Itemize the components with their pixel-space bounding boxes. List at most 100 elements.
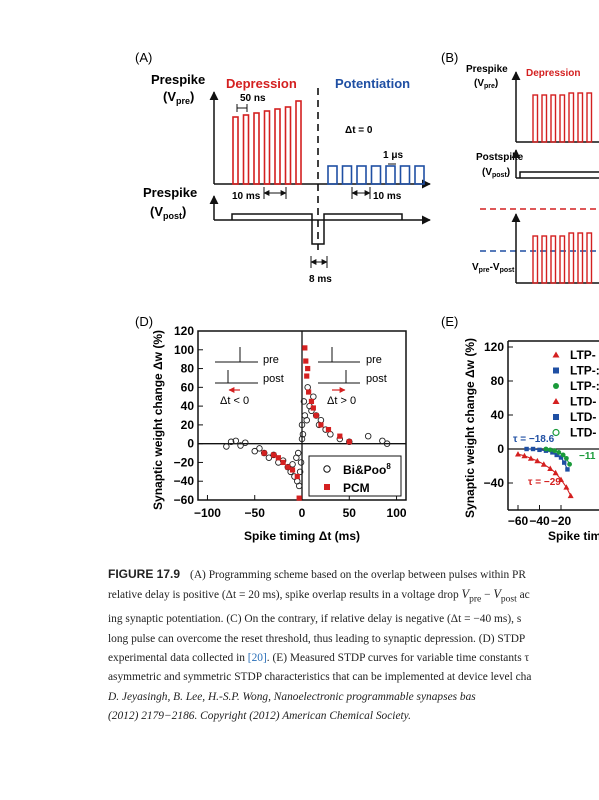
- panel-e-ytick-label: −40: [484, 476, 505, 490]
- legend-open-circle-marker: [323, 465, 331, 473]
- pcm-point: [310, 405, 316, 411]
- caption-text-5a: experimental data collected in: [108, 651, 248, 664]
- depression-pulse: [232, 116, 239, 185]
- caption-text-1: (A) Programming scheme based on the over…: [190, 569, 526, 581]
- bipoo-point: [297, 459, 305, 466]
- panel-e-legend-square: [553, 414, 559, 420]
- figure-caption: FIGURE 17.9 (A) Programming scheme based …: [108, 565, 599, 727]
- panel-b-difference-pulse: [550, 235, 557, 284]
- panel-d-data-points: [223, 345, 391, 501]
- caption-line-2: relative delay is positive (Δt = 20 ms),…: [108, 585, 599, 610]
- panel-e-legend: LTP-LTP-:LTP-:LTD-LTD-LTD-: [552, 348, 599, 440]
- pcm-point: [289, 467, 296, 473]
- panel-b-vpost-label: (Vpost): [482, 167, 510, 179]
- panel-e-ytick-label: 0: [497, 442, 504, 456]
- bipoo-point: [327, 431, 334, 438]
- panel-b-postspike-waveform: [519, 171, 599, 178]
- bipoo-point: [237, 442, 244, 449]
- panel-e-square-point: [550, 450, 555, 455]
- panel-e-xtick-label: −40: [529, 514, 550, 528]
- label-1us: 1 μs: [383, 150, 403, 161]
- panel-b-vpre-label: (Vpre): [474, 78, 498, 90]
- panel-e-triangle-point: [534, 457, 541, 464]
- panel-e-xlabel: Spike tim: [548, 529, 599, 543]
- panel-a-vpost-label: (Vpost): [150, 204, 186, 221]
- bipoo-point: [298, 421, 306, 429]
- bipoo-point: [294, 449, 302, 457]
- panel-d-ytick-label: 40: [181, 399, 195, 413]
- panel-d-label: (D): [135, 314, 153, 329]
- panel-e-legend-label: LTP-:: [570, 364, 599, 378]
- panel-b-label: (B): [441, 50, 458, 65]
- panel-e-circle-point: [567, 461, 572, 467]
- pcm-point: [346, 439, 352, 445]
- panel-d-xtick-label: 50: [343, 506, 357, 520]
- label-8ms: 8 ms: [309, 274, 332, 285]
- bipoo-point: [265, 454, 273, 462]
- panel-b: (B) Prespike (Vpre) Depression Postspike…: [441, 50, 599, 284]
- panel-e-data-points: [515, 446, 574, 499]
- pcm-point: [308, 398, 315, 405]
- panel-b-difference-pulse: [532, 235, 539, 284]
- depression-pulse: [295, 100, 302, 185]
- panel-e-triangle-point: [540, 461, 547, 467]
- bipoo-point: [304, 384, 311, 391]
- bipoo-point: [251, 447, 258, 455]
- panel-a-prespike-title: Prespike: [151, 72, 205, 87]
- inset-pre-left-label: pre: [263, 354, 279, 366]
- panel-e-triangle-point: [558, 476, 564, 482]
- potentiation-pulse: [356, 165, 367, 185]
- panel-d-xtick-label: −50: [245, 506, 266, 520]
- figure-17-9: (A) Prespike (Vpre) Depression Potentiat…: [135, 50, 599, 543]
- caption-reference-link[interactable]: [20]: [247, 651, 267, 664]
- pcm-point: [313, 412, 319, 419]
- panel-e-legend-label: LTP-: [570, 348, 596, 362]
- caption-line-1: FIGURE 17.9 (A) Programming scheme based …: [108, 565, 599, 585]
- panel-e-ylabel: Synaptic weight change Δw (%): [463, 338, 477, 518]
- panel-e-square-point: [562, 460, 567, 465]
- panel-e-legend-triangle: [552, 398, 560, 404]
- pcm-point: [261, 450, 267, 456]
- panel-b-pulse: [559, 94, 566, 143]
- panel-e-triangle-point: [552, 469, 559, 476]
- potentiation-pulse: [341, 165, 353, 185]
- bipoo-point: [232, 437, 240, 445]
- bipoo-point: [223, 443, 230, 450]
- panel-e-legend-label: LTD-: [570, 426, 596, 440]
- pcm-point: [305, 365, 311, 372]
- caption-text-2f: V: [493, 587, 501, 602]
- panel-e-triangle-point: [563, 484, 570, 490]
- bipoo-point: [298, 435, 306, 443]
- bipoo-point: [346, 438, 353, 446]
- bipoo-point: [256, 445, 263, 452]
- bipoo-point: [383, 440, 391, 447]
- panel-a: (A) Prespike (Vpre) Depression Potentiat…: [135, 50, 431, 285]
- bipoo-point: [270, 451, 277, 459]
- panel-e-tau-green: −11: [579, 451, 596, 462]
- bipoo-point: [289, 461, 296, 468]
- panel-d-ytick-label: 60: [181, 380, 195, 394]
- panel-e-triangle-point: [521, 452, 528, 459]
- pcm-point: [318, 422, 324, 428]
- panel-b-difference-pulse: [559, 235, 566, 284]
- caption-line-5: experimental data collected in [20]. (E)…: [108, 649, 599, 668]
- panel-a-label: (A): [135, 50, 152, 65]
- legend-bipoo-label: Bi&Poo8: [343, 462, 391, 477]
- panel-e-circle-point: [543, 446, 549, 452]
- caption-text-2g: post: [500, 594, 517, 605]
- pcm-point: [294, 473, 300, 480]
- caption-text-2a: relative delay is positive (: [108, 589, 226, 602]
- panel-e-circle-point: [552, 448, 557, 454]
- depression-pulse: [263, 110, 271, 185]
- pcm-point: [306, 389, 312, 395]
- caption-line-4: long pulse can overcome the reset thresh…: [108, 632, 526, 645]
- legend-pcm-label: PCM: [343, 481, 370, 495]
- panel-e-square-point: [524, 446, 529, 452]
- caption-line-6: asymmetric and symmetric STDP characteri…: [108, 671, 532, 684]
- bipoo-point: [303, 416, 310, 424]
- panel-e-square-point: [554, 452, 559, 458]
- caption-text-2d: pre: [469, 594, 482, 605]
- panel-b-pulse: [568, 92, 575, 143]
- panel-b-difference-pulse: [568, 232, 575, 284]
- panel-d-xtick-label: 0: [299, 506, 306, 520]
